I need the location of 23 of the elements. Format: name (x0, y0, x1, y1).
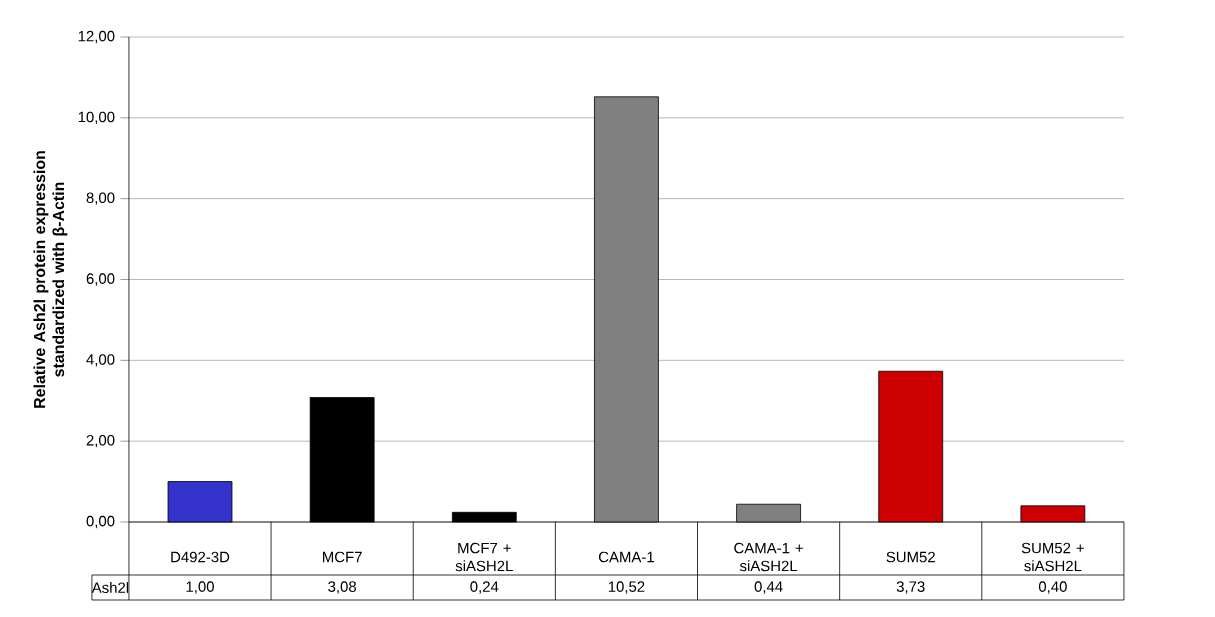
y-tick-label: 10,00 (78, 111, 115, 124)
y-tick-label: 4,00 (86, 354, 115, 367)
data-label: 0,24 (470, 581, 499, 594)
data-label: 3,73 (896, 581, 925, 594)
x-tick-label: D492-3D (171, 551, 230, 563)
x-tick-label: MCF7 (323, 551, 362, 563)
y-tick-label: 12,00 (78, 30, 115, 44)
x-tick-label: CAMA-1 (598, 551, 654, 563)
data-label: 0,40 (1038, 581, 1067, 594)
x-tick-label: CAMA-1 + siASH2L (734, 542, 803, 572)
y-tick-label: 2,00 (86, 434, 115, 448)
x-tick-label: MCF7 + siASH2L (455, 542, 513, 572)
y-axis-title: Relative Ash2l protein expression standardized with β-Actin (33, 151, 68, 408)
y-tick-label: 8,00 (86, 192, 115, 205)
data-label: 1,00 (186, 581, 214, 594)
y-tick-label: 6,00 (86, 273, 115, 286)
x-tick-label: SUM52 + siASH2L (1021, 542, 1084, 572)
data-label: 0,44 (754, 581, 783, 594)
y-tick-label: 0,00 (86, 515, 115, 529)
legend-label: Ash2l (91, 582, 129, 593)
data-label: 3,08 (328, 581, 357, 594)
data-label: 10,52 (608, 581, 645, 594)
x-tick-label: SUM52 (886, 551, 935, 563)
